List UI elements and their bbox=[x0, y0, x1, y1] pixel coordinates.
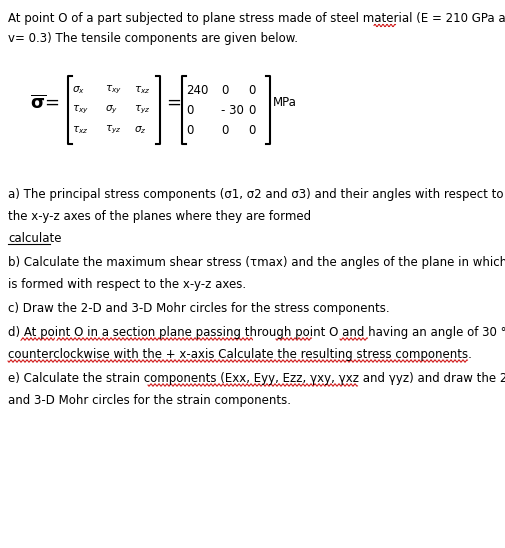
Text: $\tau_{xy}$: $\tau_{xy}$ bbox=[72, 104, 89, 116]
Text: and 3-D Mohr circles for the strain components.: and 3-D Mohr circles for the strain comp… bbox=[8, 394, 291, 407]
Text: $\mathbf{\overline{\sigma}}$=: $\mathbf{\overline{\sigma}}$= bbox=[30, 94, 59, 112]
Text: 0: 0 bbox=[186, 104, 193, 117]
Text: e) Calculate the strain components (Εxx, Εyy, Εzz, γxy, γxz and γyz) and draw th: e) Calculate the strain components (Εxx,… bbox=[8, 372, 505, 385]
Text: 0: 0 bbox=[186, 124, 193, 137]
Text: 0: 0 bbox=[248, 104, 256, 117]
Text: $\tau_{xz}$: $\tau_{xz}$ bbox=[72, 124, 88, 136]
Text: $\tau_{xz}$: $\tau_{xz}$ bbox=[134, 84, 150, 96]
Text: a) The principal stress components (σ1, σ2 and σ3) and their angles with respect: a) The principal stress components (σ1, … bbox=[8, 188, 503, 201]
Text: c) Draw the 2-D and 3-D Mohr circles for the stress components.: c) Draw the 2-D and 3-D Mohr circles for… bbox=[8, 302, 390, 315]
Text: 0: 0 bbox=[248, 124, 256, 137]
Text: $\sigma_z$: $\sigma_z$ bbox=[134, 124, 146, 136]
Text: =: = bbox=[166, 94, 181, 112]
Text: $\tau_{yz}$: $\tau_{yz}$ bbox=[105, 124, 122, 136]
Text: - 30: - 30 bbox=[221, 104, 244, 117]
Text: is formed with respect to the x-y-z axes.: is formed with respect to the x-y-z axes… bbox=[8, 278, 246, 291]
Text: counterclockwise with the + x-axis Calculate the resulting stress components.: counterclockwise with the + x-axis Calcu… bbox=[8, 348, 472, 361]
Text: calculate: calculate bbox=[8, 232, 62, 245]
Text: At point O of a part subjected to plane stress made of steel material (E = 210 G: At point O of a part subjected to plane … bbox=[8, 12, 505, 25]
Text: b) Calculate the maximum shear stress (τmax) and the angles of the plane in whic: b) Calculate the maximum shear stress (τ… bbox=[8, 256, 505, 269]
Text: 0: 0 bbox=[221, 84, 228, 97]
Text: 0: 0 bbox=[221, 124, 228, 137]
Text: $\tau_{xy}$: $\tau_{xy}$ bbox=[105, 84, 122, 96]
Text: $\sigma_x$: $\sigma_x$ bbox=[72, 84, 85, 96]
Text: MPa: MPa bbox=[273, 96, 297, 110]
Text: 240: 240 bbox=[186, 84, 209, 97]
Text: $\tau_{yz}$: $\tau_{yz}$ bbox=[134, 104, 150, 116]
Text: $\sigma_y$: $\sigma_y$ bbox=[105, 104, 118, 116]
Text: the x-y-z axes of the planes where they are formed: the x-y-z axes of the planes where they … bbox=[8, 210, 311, 223]
Text: v= 0.3) The tensile components are given below.: v= 0.3) The tensile components are given… bbox=[8, 32, 298, 45]
Text: 0: 0 bbox=[248, 84, 256, 97]
Text: d) At point O in a section plane passing through point O and having an angle of : d) At point O in a section plane passing… bbox=[8, 326, 505, 339]
